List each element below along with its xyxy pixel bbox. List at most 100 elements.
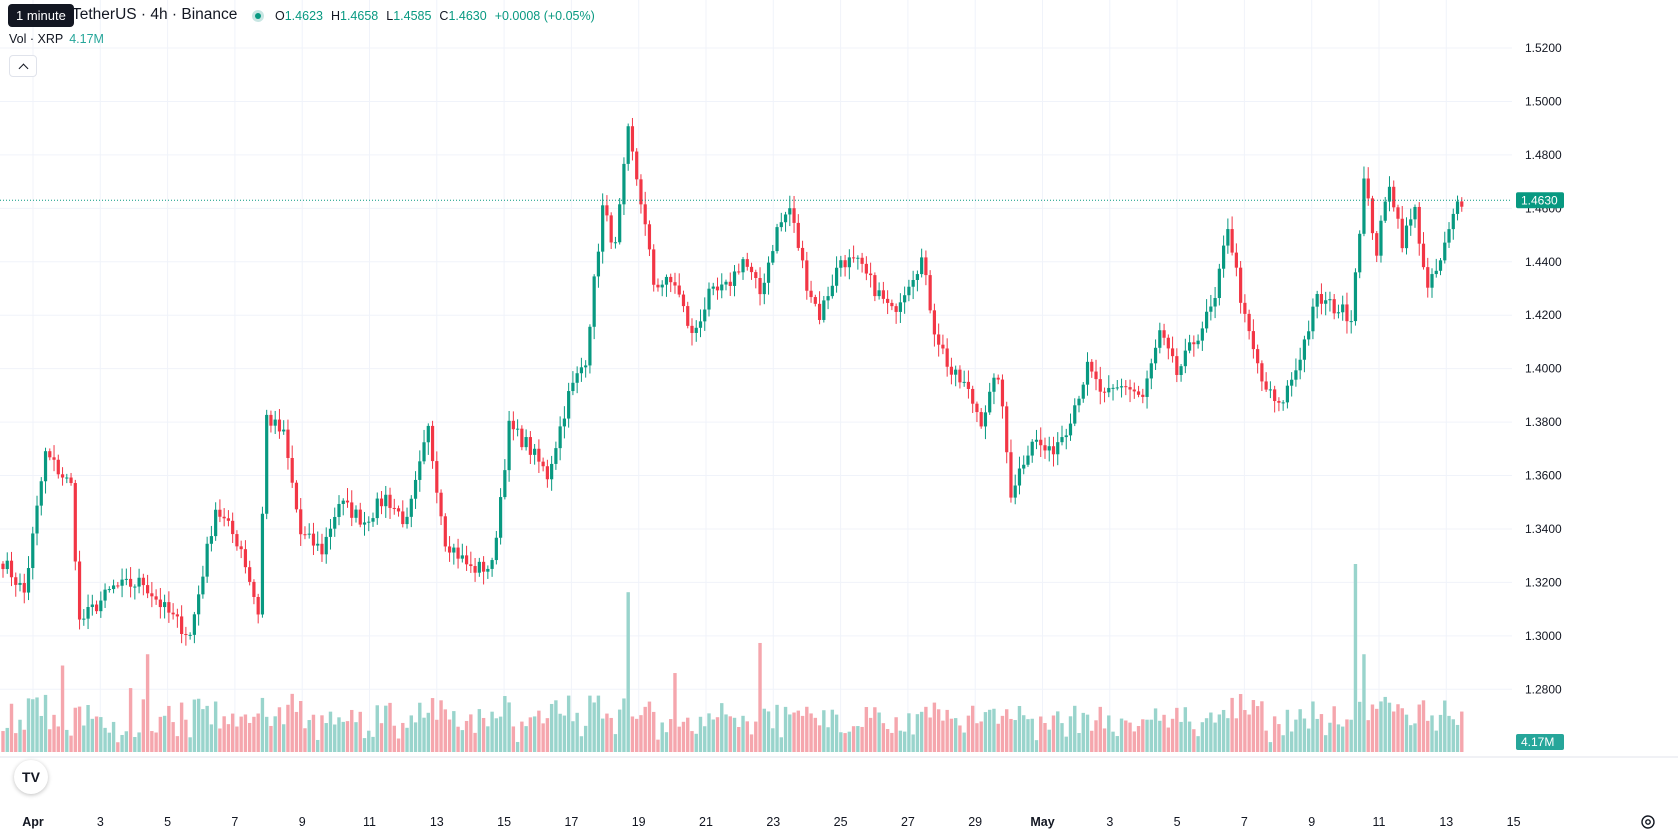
volume-bar <box>762 708 766 752</box>
candle-body <box>966 381 971 389</box>
candle-body <box>218 509 222 517</box>
volume-bar <box>124 731 129 752</box>
volume-bar <box>1387 702 1392 752</box>
candle-body <box>945 348 949 367</box>
last-volume-label: 4.17M <box>1521 735 1554 749</box>
volume-bar <box>456 726 460 752</box>
candle-body <box>333 516 337 529</box>
candle-body <box>575 373 579 383</box>
candle-body <box>426 425 430 443</box>
candle-body <box>226 518 231 521</box>
candle-body <box>1213 298 1217 307</box>
candle-body <box>294 482 299 510</box>
volume-legend[interactable]: Vol · XRP 4.17M <box>9 32 104 46</box>
volume-bar <box>707 713 711 752</box>
volume-bar <box>111 721 116 752</box>
candle-body <box>1358 233 1362 273</box>
volume-bar <box>345 721 350 752</box>
volume-bar <box>1255 706 1260 752</box>
symbol-title[interactable]: TetherUS · 4h · Binance <box>72 6 238 23</box>
candle-body <box>1264 381 1268 390</box>
candle-body <box>214 509 218 537</box>
candle-body <box>1047 446 1051 451</box>
volume-bar <box>907 713 911 752</box>
market-status-icon[interactable] <box>252 10 264 22</box>
volume-bar <box>320 715 324 752</box>
candle-body <box>86 607 90 619</box>
candle-body <box>1200 328 1204 341</box>
candle-body <box>222 516 226 519</box>
collapse-legend-button[interactable] <box>9 55 37 77</box>
candle-body <box>843 260 847 268</box>
volume-bar <box>1162 714 1166 752</box>
candle-body <box>1 563 5 570</box>
candle-body <box>1251 331 1255 350</box>
price-tick-label: 1.4000 <box>1525 362 1562 376</box>
volume-bar <box>73 707 78 752</box>
candle-body <box>937 334 941 345</box>
volume-bar <box>239 716 243 752</box>
candle-body <box>282 429 286 432</box>
candle-body <box>388 494 392 508</box>
candle-body <box>992 377 996 392</box>
high-value: 1.4658 <box>340 9 379 23</box>
candle-body <box>48 451 52 458</box>
candle-body <box>188 634 192 636</box>
candle-body <box>82 618 86 620</box>
candle-body <box>320 543 324 555</box>
tradingview-logo[interactable]: TV <box>14 760 48 794</box>
candle-body <box>703 309 707 322</box>
candle-body <box>120 579 124 586</box>
volume-bar <box>1289 731 1294 752</box>
candle-body <box>1115 387 1119 389</box>
candle-body <box>596 251 601 277</box>
candle-body <box>1060 437 1064 443</box>
price-tick-label: 1.3400 <box>1525 522 1562 536</box>
candle-body <box>839 260 843 268</box>
volume-bar <box>588 695 592 752</box>
volume-bar <box>1217 714 1222 752</box>
volume-bar <box>847 731 852 752</box>
volume-bar <box>1204 718 1209 752</box>
volume-bar <box>1119 718 1124 752</box>
volume-bar <box>936 709 941 752</box>
candle-body <box>1447 229 1451 243</box>
price-tick-label: 1.5000 <box>1525 94 1562 108</box>
volume-bar <box>515 741 520 752</box>
candle-body <box>111 585 116 590</box>
candle-body <box>516 428 520 430</box>
candle-body <box>337 503 341 517</box>
candle-body <box>1392 186 1396 208</box>
volume-bar <box>771 728 775 752</box>
volume-bar <box>1315 718 1319 752</box>
time-axis[interactable]: Apr 3 5 7 9 11 13 15 17 19 21 23 25 27 29 May 3 5 7 9 11 13 15 <box>0 756 1678 829</box>
volume-bar <box>256 713 260 752</box>
volume-bar <box>184 719 188 752</box>
volume-bar <box>796 710 801 752</box>
volume-bar <box>890 732 894 752</box>
candle-body <box>558 426 562 449</box>
candle-body <box>1098 379 1102 392</box>
gear-icon[interactable] <box>1640 814 1656 830</box>
candle-body <box>1145 378 1149 397</box>
close-value: 1.4630 <box>448 9 487 23</box>
volume-bar <box>99 717 103 752</box>
candle-body <box>158 599 162 608</box>
volume-bar <box>1022 715 1026 752</box>
candle-body <box>554 448 558 464</box>
volume-bar <box>741 715 745 752</box>
candle-body <box>1404 225 1409 249</box>
volume-bar <box>941 720 945 752</box>
price-axis[interactable]: 1.52001.50001.48001.46001.44001.42001.40… <box>1512 0 1678 835</box>
volume-bar <box>966 715 971 752</box>
volume-bar <box>566 695 571 752</box>
volume-bar <box>681 721 686 752</box>
volume-bar <box>758 642 762 752</box>
volume-bar <box>817 725 822 752</box>
volume-bar <box>443 709 448 752</box>
volume-bar <box>647 701 652 752</box>
volume-bar <box>979 721 983 752</box>
candle-body <box>358 509 362 525</box>
